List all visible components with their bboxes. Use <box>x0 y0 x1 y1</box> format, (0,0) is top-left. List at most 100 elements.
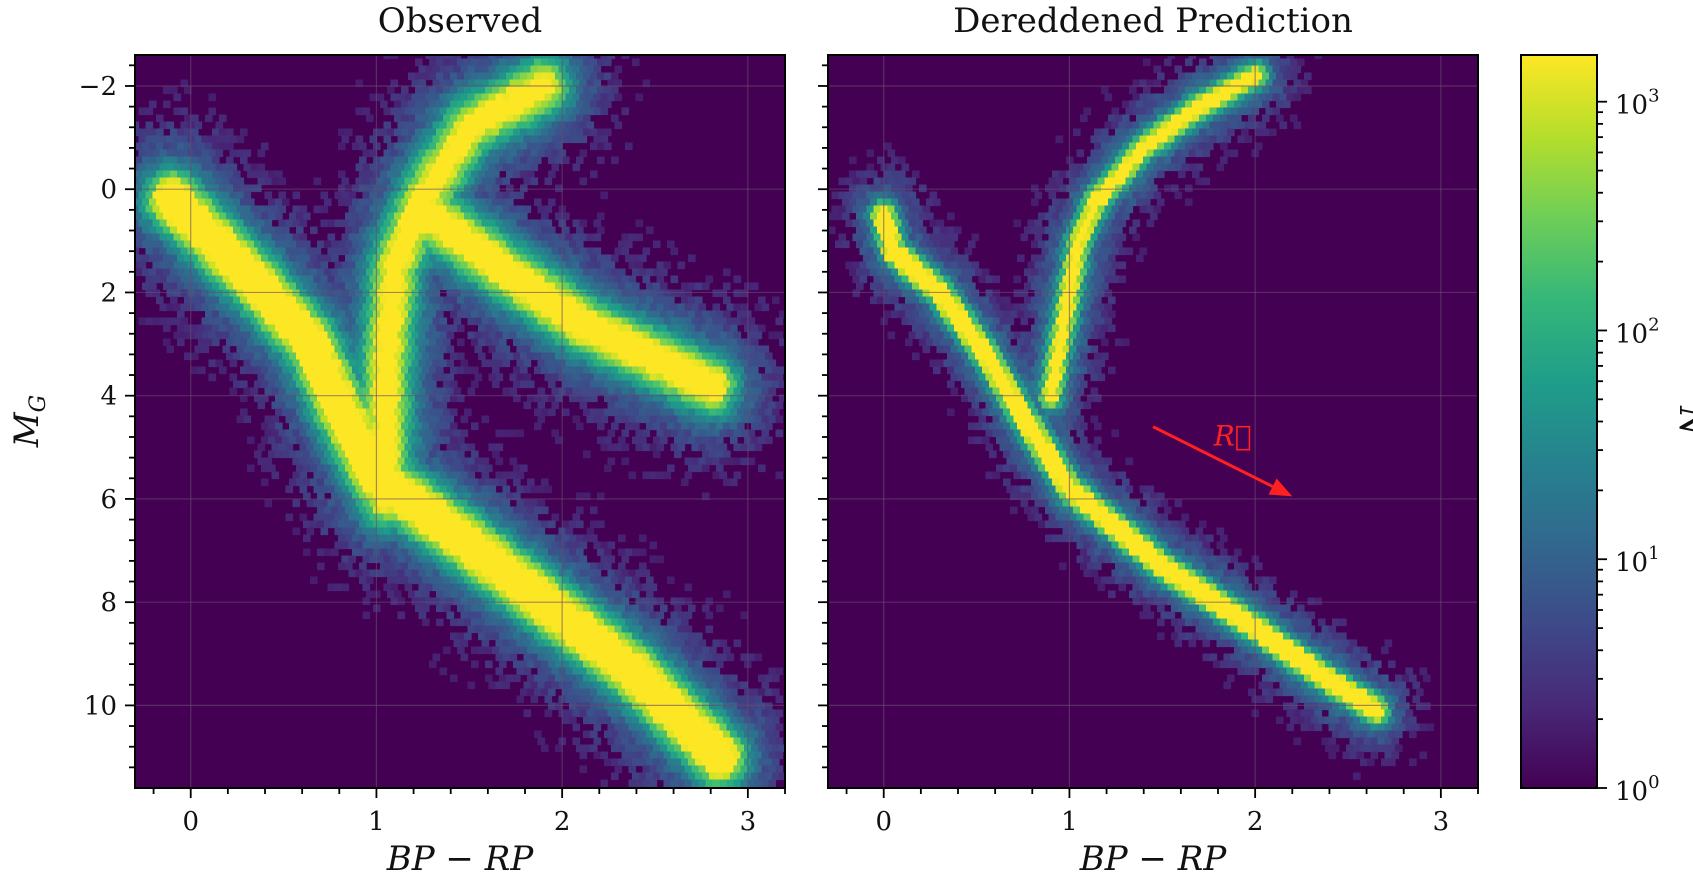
density-cell <box>474 65 483 74</box>
density-cell <box>551 135 560 144</box>
density-cell <box>366 492 374 501</box>
density-cell <box>684 625 693 634</box>
density-cell <box>572 541 581 550</box>
density-cell <box>324 520 332 529</box>
density-cell <box>495 681 504 690</box>
density-cell <box>551 387 560 396</box>
density-cell <box>467 625 476 634</box>
density-cell <box>152 135 161 144</box>
density-cell <box>467 471 476 480</box>
density-cell <box>523 597 532 606</box>
density-cell <box>583 380 591 389</box>
density-cell <box>317 450 325 459</box>
density-cell <box>425 275 434 284</box>
density-cell <box>404 331 413 340</box>
density-cell <box>320 429 329 438</box>
density-cell <box>142 212 150 221</box>
density-cell <box>712 471 721 480</box>
density-cell <box>625 618 633 627</box>
density-cell <box>446 205 455 214</box>
density-cell <box>670 247 679 256</box>
density-cell <box>369 415 378 424</box>
density-cell <box>205 156 213 165</box>
density-cell <box>450 198 458 207</box>
density-cell <box>488 611 497 620</box>
density-cell <box>478 282 486 291</box>
density-cell <box>597 562 605 571</box>
density-cell <box>555 114 563 123</box>
density-cell <box>394 128 402 137</box>
density-cell <box>348 513 357 522</box>
density-cell <box>450 142 458 151</box>
density-cell <box>614 359 623 368</box>
density-cell <box>481 485 490 494</box>
density-cell <box>611 296 619 305</box>
density-cell <box>310 338 318 347</box>
density-cell <box>436 142 444 151</box>
density-cell <box>443 450 451 459</box>
density-cell <box>408 394 416 403</box>
density-cell <box>516 625 525 634</box>
density-cell <box>366 590 374 599</box>
density-cell <box>464 170 472 179</box>
density-cell <box>684 667 693 676</box>
density-cell <box>282 324 290 333</box>
density-cell <box>530 55 539 60</box>
density-cell <box>222 205 231 214</box>
density-cell <box>523 611 532 620</box>
density-cell <box>359 450 367 459</box>
density-cell <box>513 646 521 655</box>
density-cell <box>362 359 371 368</box>
density-cell <box>240 324 248 333</box>
density-cell <box>397 555 406 564</box>
density-cell <box>471 590 479 599</box>
density-cell <box>348 429 357 438</box>
density-cell <box>362 205 371 214</box>
density-cell <box>299 513 308 522</box>
density-cell <box>492 520 500 529</box>
density-cell <box>159 303 168 312</box>
density-cell <box>772 380 780 389</box>
density-cell <box>348 219 357 228</box>
density-cell <box>628 233 637 242</box>
density-cell <box>621 751 630 760</box>
density-cell <box>754 303 763 312</box>
density-cell <box>208 149 217 158</box>
density-cell <box>425 219 434 228</box>
density-cell <box>460 261 469 270</box>
density-cell <box>394 240 402 249</box>
density-cell <box>516 135 525 144</box>
density-cell <box>614 79 623 88</box>
density-cell <box>436 86 444 95</box>
density-cell <box>590 86 598 95</box>
density-cell <box>212 156 220 165</box>
density-cell <box>180 191 189 200</box>
density-cell <box>135 191 140 200</box>
density-cell <box>240 408 248 417</box>
density-cell <box>548 408 556 417</box>
density-cell <box>628 723 637 732</box>
density-cell <box>530 541 539 550</box>
density-cell <box>688 436 696 445</box>
density-cell <box>499 254 507 263</box>
density-cell <box>506 604 514 613</box>
density-cell <box>565 527 574 536</box>
density-cell <box>289 408 297 417</box>
density-cell <box>159 191 168 200</box>
density-cell <box>299 233 308 242</box>
density-cell <box>593 289 602 298</box>
density-cell <box>264 331 273 340</box>
density-cell <box>387 450 395 459</box>
density-cell <box>597 380 605 389</box>
density-cell <box>474 457 483 466</box>
density-cell <box>338 506 346 515</box>
density-cell <box>180 303 189 312</box>
density-cell <box>677 681 686 690</box>
density-cell <box>660 380 668 389</box>
density-cell <box>702 366 710 375</box>
density-cell <box>159 205 168 214</box>
density-cell <box>394 366 402 375</box>
density-cell <box>275 198 283 207</box>
density-cell <box>429 394 437 403</box>
density-cell <box>226 254 234 263</box>
